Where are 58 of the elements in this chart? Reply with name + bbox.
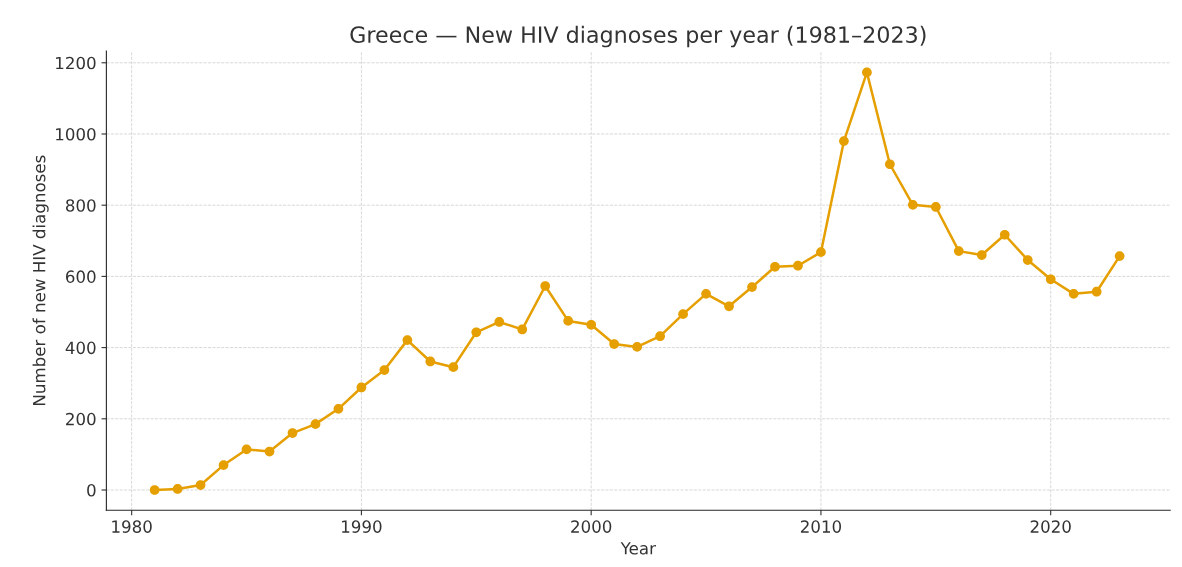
point xyxy=(310,419,321,429)
point xyxy=(678,309,688,319)
y-tick-label: 0 xyxy=(87,483,96,497)
y-tick-label: 800 xyxy=(65,199,96,212)
point xyxy=(655,331,665,342)
point xyxy=(287,428,298,438)
y-tick-label: 1200 xyxy=(56,56,96,70)
point xyxy=(333,403,344,414)
x-tick-label: 2020 xyxy=(1030,520,1071,533)
point xyxy=(770,261,780,272)
point xyxy=(701,288,711,299)
point xyxy=(907,199,918,210)
point xyxy=(172,484,183,494)
point xyxy=(149,485,160,495)
point xyxy=(1022,255,1033,265)
point xyxy=(218,460,229,470)
y-tick-label: 600 xyxy=(66,270,96,283)
x-tick-label: 1980 xyxy=(112,520,152,533)
point xyxy=(402,335,413,345)
point xyxy=(1068,288,1079,299)
y-tick-label: 400 xyxy=(65,341,96,355)
point xyxy=(862,67,872,78)
point xyxy=(632,342,642,352)
point xyxy=(953,246,964,256)
y-axis-title: Number of new HIV diagnoses xyxy=(32,155,49,405)
point xyxy=(885,159,895,170)
point xyxy=(793,260,803,271)
point xyxy=(195,480,206,490)
point xyxy=(379,365,390,375)
point xyxy=(1114,251,1125,261)
point xyxy=(747,282,757,292)
point xyxy=(609,339,620,349)
point xyxy=(494,317,505,327)
point xyxy=(517,324,528,335)
point xyxy=(999,229,1010,240)
x-axis-title: Year xyxy=(620,542,656,555)
point xyxy=(816,247,826,258)
point xyxy=(471,327,482,338)
point xyxy=(724,301,734,312)
chart-title: Greece — New HIV diagnoses per year (1981–2023) xyxy=(350,25,926,48)
point xyxy=(976,250,987,260)
point xyxy=(930,202,941,212)
y-tick-label: 1000 xyxy=(56,127,96,141)
point xyxy=(264,446,275,457)
point xyxy=(448,362,459,373)
point xyxy=(241,444,252,455)
point xyxy=(563,316,574,326)
point xyxy=(586,319,597,330)
point xyxy=(425,356,436,367)
point xyxy=(1091,286,1102,297)
point xyxy=(356,382,367,393)
x-tick-label: 2010 xyxy=(800,520,842,533)
x-tick-label: 1990 xyxy=(342,520,382,533)
y-tick-label: 200 xyxy=(66,412,96,426)
point xyxy=(839,136,849,146)
point xyxy=(1045,274,1056,285)
point xyxy=(540,281,551,291)
x-tick-label: 2000 xyxy=(571,520,612,533)
